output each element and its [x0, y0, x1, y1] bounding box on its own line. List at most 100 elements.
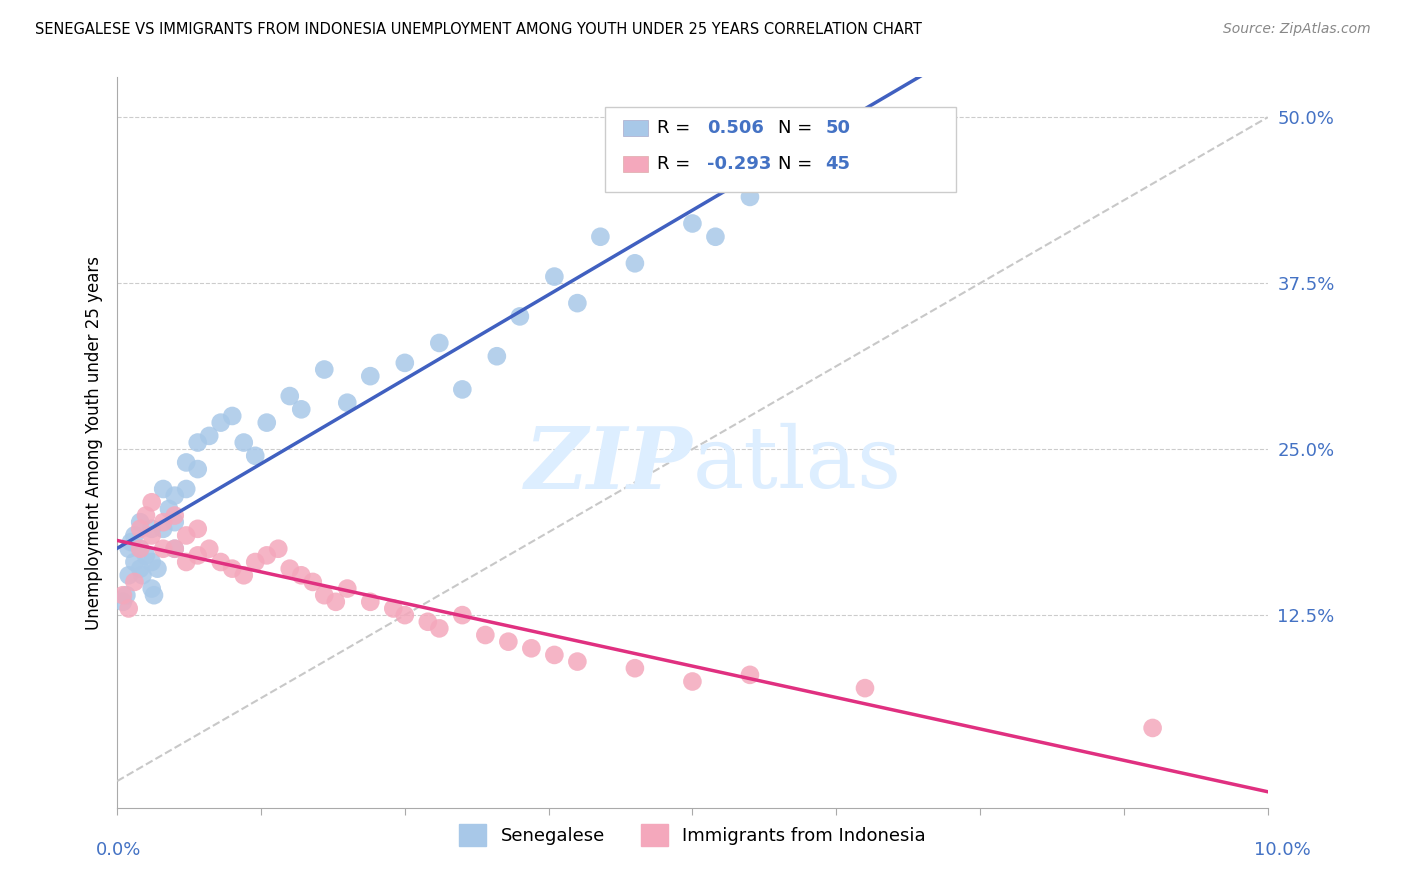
Point [474, 628, 496, 642]
Point [336, 582, 359, 596]
Point [704, 229, 727, 244]
Point [245, 555, 267, 569]
Point [187, 462, 209, 476]
Point [278, 389, 301, 403]
Text: N =: N = [778, 155, 817, 173]
Text: 45: 45 [825, 155, 851, 173]
Point [314, 362, 336, 376]
Point [141, 582, 163, 596]
Point [141, 528, 163, 542]
Point [163, 541, 186, 556]
Y-axis label: Unemployment Among Youth under 25 years: Unemployment Among Youth under 25 years [86, 255, 103, 630]
Point [111, 588, 134, 602]
Point [738, 190, 761, 204]
Point [163, 508, 186, 523]
Point [232, 568, 254, 582]
Point [174, 555, 197, 569]
Point [301, 574, 323, 589]
Point [232, 435, 254, 450]
Point [359, 595, 381, 609]
Point [359, 369, 381, 384]
Point [209, 416, 232, 430]
Text: R =: R = [657, 155, 696, 173]
Point [174, 455, 197, 469]
Point [118, 541, 141, 556]
Point [146, 561, 169, 575]
Point [589, 229, 612, 244]
Point [174, 528, 197, 542]
Point [290, 402, 312, 417]
Point [245, 449, 267, 463]
Point [256, 549, 278, 563]
Point [624, 661, 647, 675]
Point [394, 608, 416, 623]
Point [129, 541, 152, 556]
Point [141, 522, 163, 536]
Point [221, 409, 243, 423]
Text: ZIP: ZIP [524, 423, 692, 506]
Point [152, 541, 174, 556]
Point [163, 515, 186, 529]
Point [314, 588, 336, 602]
Point [1142, 721, 1164, 735]
Text: 10.0%: 10.0% [1254, 840, 1310, 858]
Point [124, 574, 146, 589]
Point [498, 634, 520, 648]
Point [163, 489, 186, 503]
Point [509, 310, 531, 324]
Point [118, 568, 141, 582]
Text: atlas: atlas [692, 423, 901, 506]
Point [451, 383, 474, 397]
Point [198, 429, 221, 443]
Text: 50: 50 [825, 120, 851, 137]
Point [129, 515, 152, 529]
Point [451, 608, 474, 623]
Point [124, 528, 146, 542]
Point [152, 522, 174, 536]
Point [256, 416, 278, 430]
Text: 0.0%: 0.0% [96, 840, 141, 858]
Point [152, 515, 174, 529]
Point [382, 601, 405, 615]
Point [681, 217, 703, 231]
Point [278, 561, 301, 575]
Point [427, 621, 450, 635]
Point [143, 588, 166, 602]
Legend: Senegalese, Immigrants from Indonesia: Senegalese, Immigrants from Indonesia [451, 817, 934, 854]
Point [209, 555, 232, 569]
Point [187, 522, 209, 536]
Point [111, 595, 134, 609]
Point [187, 549, 209, 563]
Point [267, 541, 290, 556]
Point [853, 681, 876, 695]
Point [624, 256, 647, 270]
Point [131, 568, 153, 582]
Point [738, 668, 761, 682]
Point [115, 588, 138, 602]
Point [118, 601, 141, 615]
Point [681, 674, 703, 689]
Point [157, 502, 180, 516]
Point [416, 615, 439, 629]
Point [394, 356, 416, 370]
Point [129, 541, 152, 556]
Point [120, 535, 142, 549]
Point [567, 655, 589, 669]
Text: 0.506: 0.506 [707, 120, 763, 137]
Point [325, 595, 347, 609]
Point [336, 395, 359, 409]
Point [135, 549, 157, 563]
Point [124, 555, 146, 569]
Text: R =: R = [657, 120, 696, 137]
Point [135, 508, 157, 523]
Point [520, 641, 543, 656]
Point [129, 561, 152, 575]
Point [543, 648, 565, 662]
Point [141, 555, 163, 569]
Point [427, 335, 450, 350]
Text: N =: N = [778, 120, 817, 137]
Point [543, 269, 565, 284]
Point [141, 495, 163, 509]
Point [174, 482, 197, 496]
Point [485, 349, 508, 363]
